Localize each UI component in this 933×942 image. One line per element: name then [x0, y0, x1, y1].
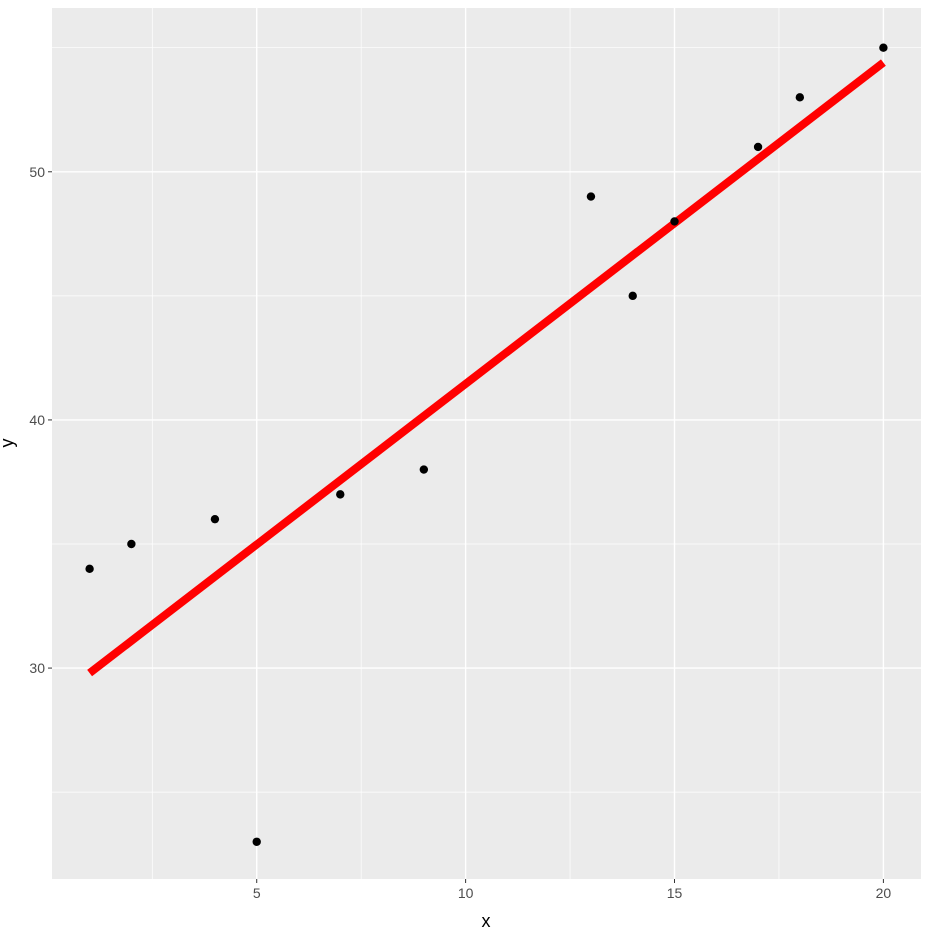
x-tick-label: 15	[667, 885, 683, 901]
data-point	[419, 465, 429, 474]
y-axis-title: y	[0, 439, 17, 448]
fit-line	[87, 59, 886, 677]
fit-line-layer	[87, 59, 886, 677]
x-tick-label: 10	[458, 885, 474, 901]
x-tick-label: 20	[876, 885, 892, 901]
x-axis-title: x	[482, 911, 491, 931]
x-axis-ticks: 5 10 15 20	[253, 879, 892, 901]
data-point	[628, 291, 637, 301]
y-axis-ticks: 30 40 50	[29, 164, 52, 676]
data-point	[586, 192, 596, 201]
y-tick-label: 30	[29, 660, 45, 676]
data-point	[879, 43, 888, 52]
x-tick-label: 5	[253, 885, 261, 901]
data-point	[85, 564, 94, 574]
plot-panel	[52, 8, 921, 879]
data-point	[336, 490, 345, 499]
y-tick-label: 40	[29, 412, 45, 428]
minor-gridlines	[52, 8, 921, 879]
data-point	[252, 837, 261, 846]
y-tick-label: 50	[29, 164, 45, 180]
major-gridlines	[52, 8, 921, 879]
points-layer	[85, 43, 888, 846]
data-point	[127, 539, 136, 549]
data-point	[795, 93, 805, 102]
data-point	[210, 514, 220, 524]
data-point	[753, 142, 763, 152]
data-point	[670, 217, 679, 226]
